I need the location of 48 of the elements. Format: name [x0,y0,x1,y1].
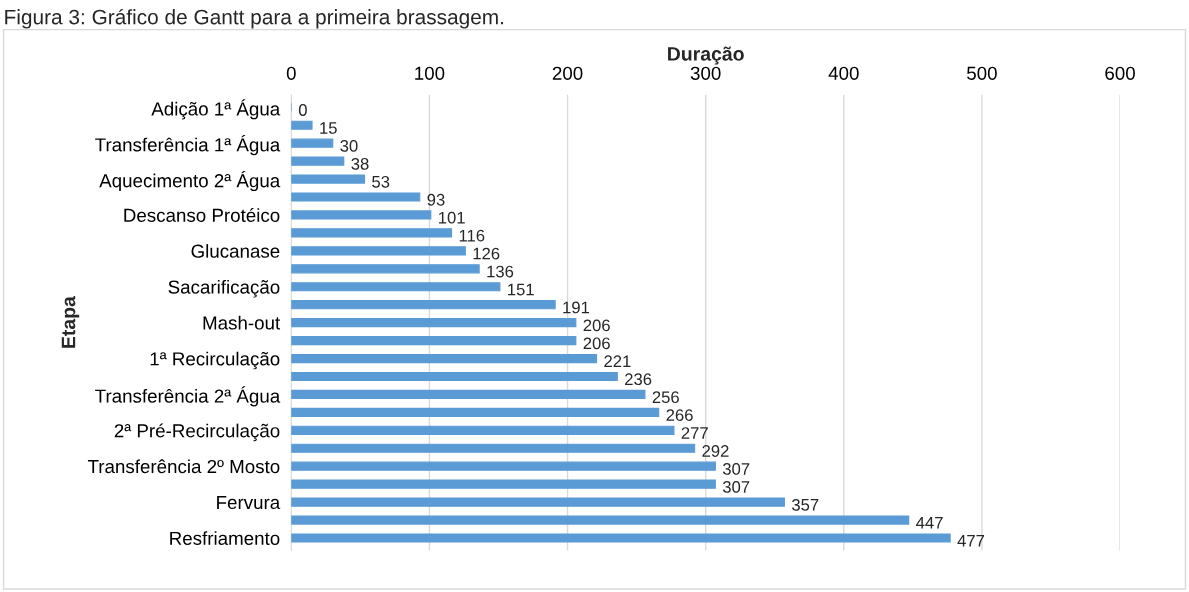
x-tick-label: 200 [552,66,583,80]
y-tick-label: Transferência 1ª Água [95,135,281,156]
y-tick-label: Transferência 2º Mosto [87,459,280,474]
y-tick-label: 2ª Pré-Recirculação [114,423,280,442]
x-axis-title: Duração [668,46,744,65]
y-tick-label: Sacarificação [168,279,280,298]
data-label: 307 [722,481,750,493]
chart-title: Figura 3: Gráfico de Gantt para a primeira brassagem. [5,8,504,29]
x-tick-label: 600 [1105,66,1135,80]
y-axis-title: Etapa [61,296,80,348]
y-tick-label: Aquecimento 2ª Água [99,170,281,192]
data-label: 53 [372,175,390,188]
data-label: 206 [583,319,610,332]
data-label: 93 [427,193,445,206]
data-label: 206 [583,337,610,350]
data-label: 307 [722,463,750,475]
data-label: 15 [320,122,337,134]
y-tick-label: Descanso Protéico [124,207,280,222]
x-tick-label: 300 [690,66,721,80]
data-label: 221 [604,355,631,368]
data-label: 0 [298,104,307,116]
x-tick-label: 400 [828,66,859,80]
data-label: 236 [625,373,652,386]
data-label: 266 [666,409,693,422]
data-label: 256 [652,391,679,404]
data-label: 191 [563,301,590,314]
y-tick-label: Resfriamento [170,531,280,545]
data-label: 136 [487,265,514,278]
x-tick-label: 500 [967,66,997,80]
y-tick-label: Fervura [217,496,281,510]
data-label: 277 [681,427,708,439]
data-label: 292 [702,445,729,457]
data-label: 477 [957,535,985,547]
x-tick-label: 0 [286,66,296,80]
data-label: 30 [340,140,358,152]
y-tick-label: Glucanase [191,244,280,258]
data-label: 126 [473,247,500,260]
y-tick-label: Mash-out [203,315,281,330]
data-label: 101 [439,211,465,224]
x-tick-label: 100 [415,66,445,80]
data-label: 447 [916,517,943,529]
y-tick-label: Adição 1ª Água [151,99,281,120]
data-label: 38 [351,157,369,170]
y-tick-label: 1ª Recirculação [150,351,280,370]
data-label: 151 [508,283,534,296]
data-label: 357 [791,498,819,511]
data-label: 116 [459,229,485,242]
y-tick-label: Transferência 2ª Água [95,386,281,407]
